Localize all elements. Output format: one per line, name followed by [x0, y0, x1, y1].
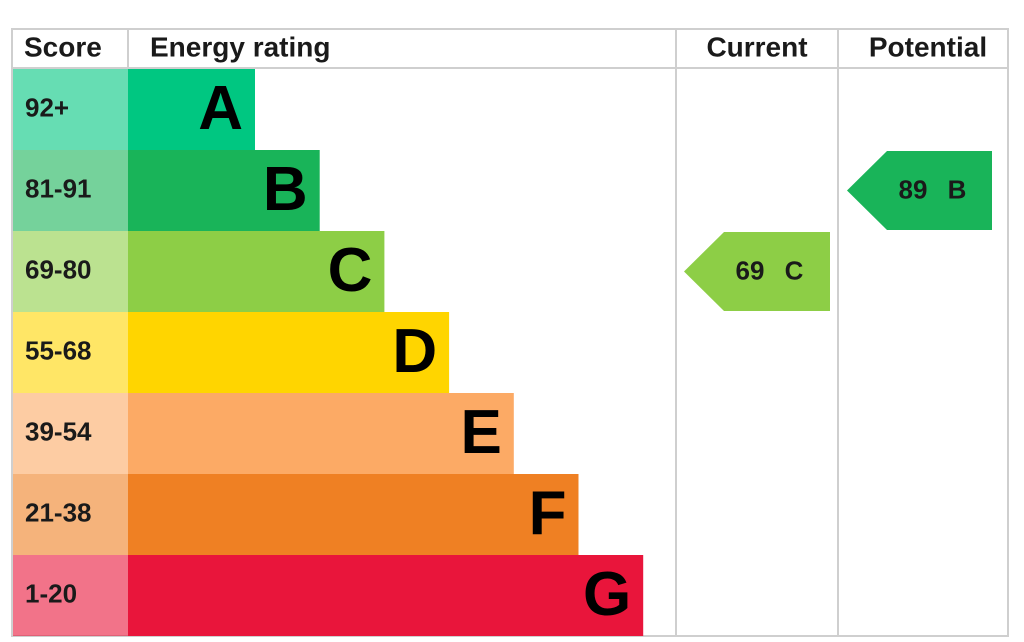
score-cell [13, 555, 128, 636]
rating-band [128, 393, 514, 474]
header-score: Score [24, 31, 102, 62]
score-cell [13, 474, 128, 555]
score-cell [13, 231, 128, 312]
score-cell [13, 393, 128, 474]
current-score: 69 [736, 255, 765, 285]
rating-letter: E [460, 398, 501, 467]
score-cell [13, 312, 128, 393]
current-rating: C [785, 255, 804, 285]
score-range: 69-80 [25, 254, 92, 284]
score-range: 1-20 [25, 578, 77, 608]
rating-band [128, 231, 385, 312]
rating-band [128, 555, 644, 636]
score-range: 55-68 [25, 335, 92, 365]
rating-letter: G [583, 560, 631, 629]
score-range: 92+ [25, 92, 69, 122]
rating-letter: D [392, 317, 437, 386]
score-cell [13, 69, 128, 150]
score-range: 81-91 [25, 173, 92, 203]
rating-band [128, 474, 579, 555]
header-energy-rating: Energy rating [150, 31, 330, 62]
rating-letter: C [328, 236, 373, 305]
rating-band [128, 69, 255, 150]
potential-score: 89 [899, 174, 928, 204]
rating-letter: F [529, 479, 567, 548]
rating-letter: B [263, 155, 308, 224]
potential-arrow [847, 151, 992, 230]
rating-letter: A [198, 74, 243, 143]
score-range: 21-38 [25, 497, 92, 527]
score-cell [13, 150, 128, 231]
rating-band [128, 312, 450, 393]
score-range: 39-54 [25, 416, 92, 446]
header-current: Current [706, 31, 807, 62]
rating-band [128, 150, 320, 231]
current-arrow [684, 232, 830, 311]
potential-rating: B [948, 174, 967, 204]
header-potential: Potential [869, 31, 987, 62]
